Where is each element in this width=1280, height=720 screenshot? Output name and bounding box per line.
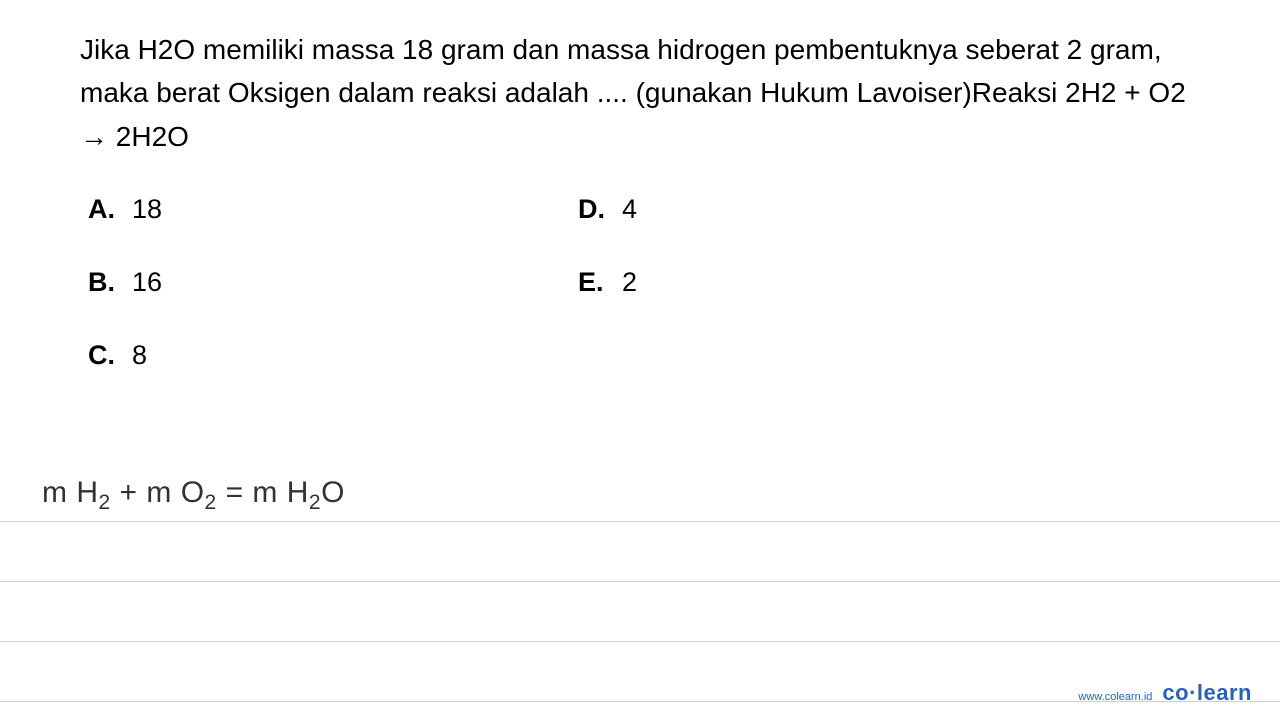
option-b: B. 16	[88, 267, 578, 298]
option-value: 2	[622, 267, 637, 298]
options-column-right: D. 4 E. 2	[578, 194, 637, 413]
footer-url: www.colearn.id	[1078, 691, 1152, 703]
option-e: E. 2	[578, 267, 637, 298]
footer: www.colearn.id co·learn	[1078, 680, 1252, 706]
option-letter: A.	[88, 194, 118, 225]
ruled-line	[0, 582, 1280, 642]
option-c: C. 8	[88, 340, 578, 371]
option-letter: E.	[578, 267, 608, 298]
option-letter: C.	[88, 340, 118, 371]
footer-logo: co·learn	[1162, 680, 1252, 706]
option-value: 8	[132, 340, 147, 371]
option-d: D. 4	[578, 194, 637, 225]
options-column-left: A. 18 B. 16 C. 8	[88, 194, 578, 413]
option-value: 18	[132, 194, 162, 225]
question-text: Jika H2O memiliki massa 18 gram dan mass…	[80, 28, 1200, 158]
options-container: A. 18 B. 16 C. 8 D. 4 E. 2	[80, 194, 1200, 413]
option-value: 4	[622, 194, 637, 225]
option-a: A. 18	[88, 194, 578, 225]
equation-text: m H2 + m O2 = m H2O	[42, 476, 345, 515]
content-area: Jika H2O memiliki massa 18 gram dan mass…	[0, 0, 1280, 413]
ruled-line	[0, 522, 1280, 582]
option-letter: D.	[578, 194, 608, 225]
option-value: 16	[132, 267, 162, 298]
option-letter: B.	[88, 267, 118, 298]
